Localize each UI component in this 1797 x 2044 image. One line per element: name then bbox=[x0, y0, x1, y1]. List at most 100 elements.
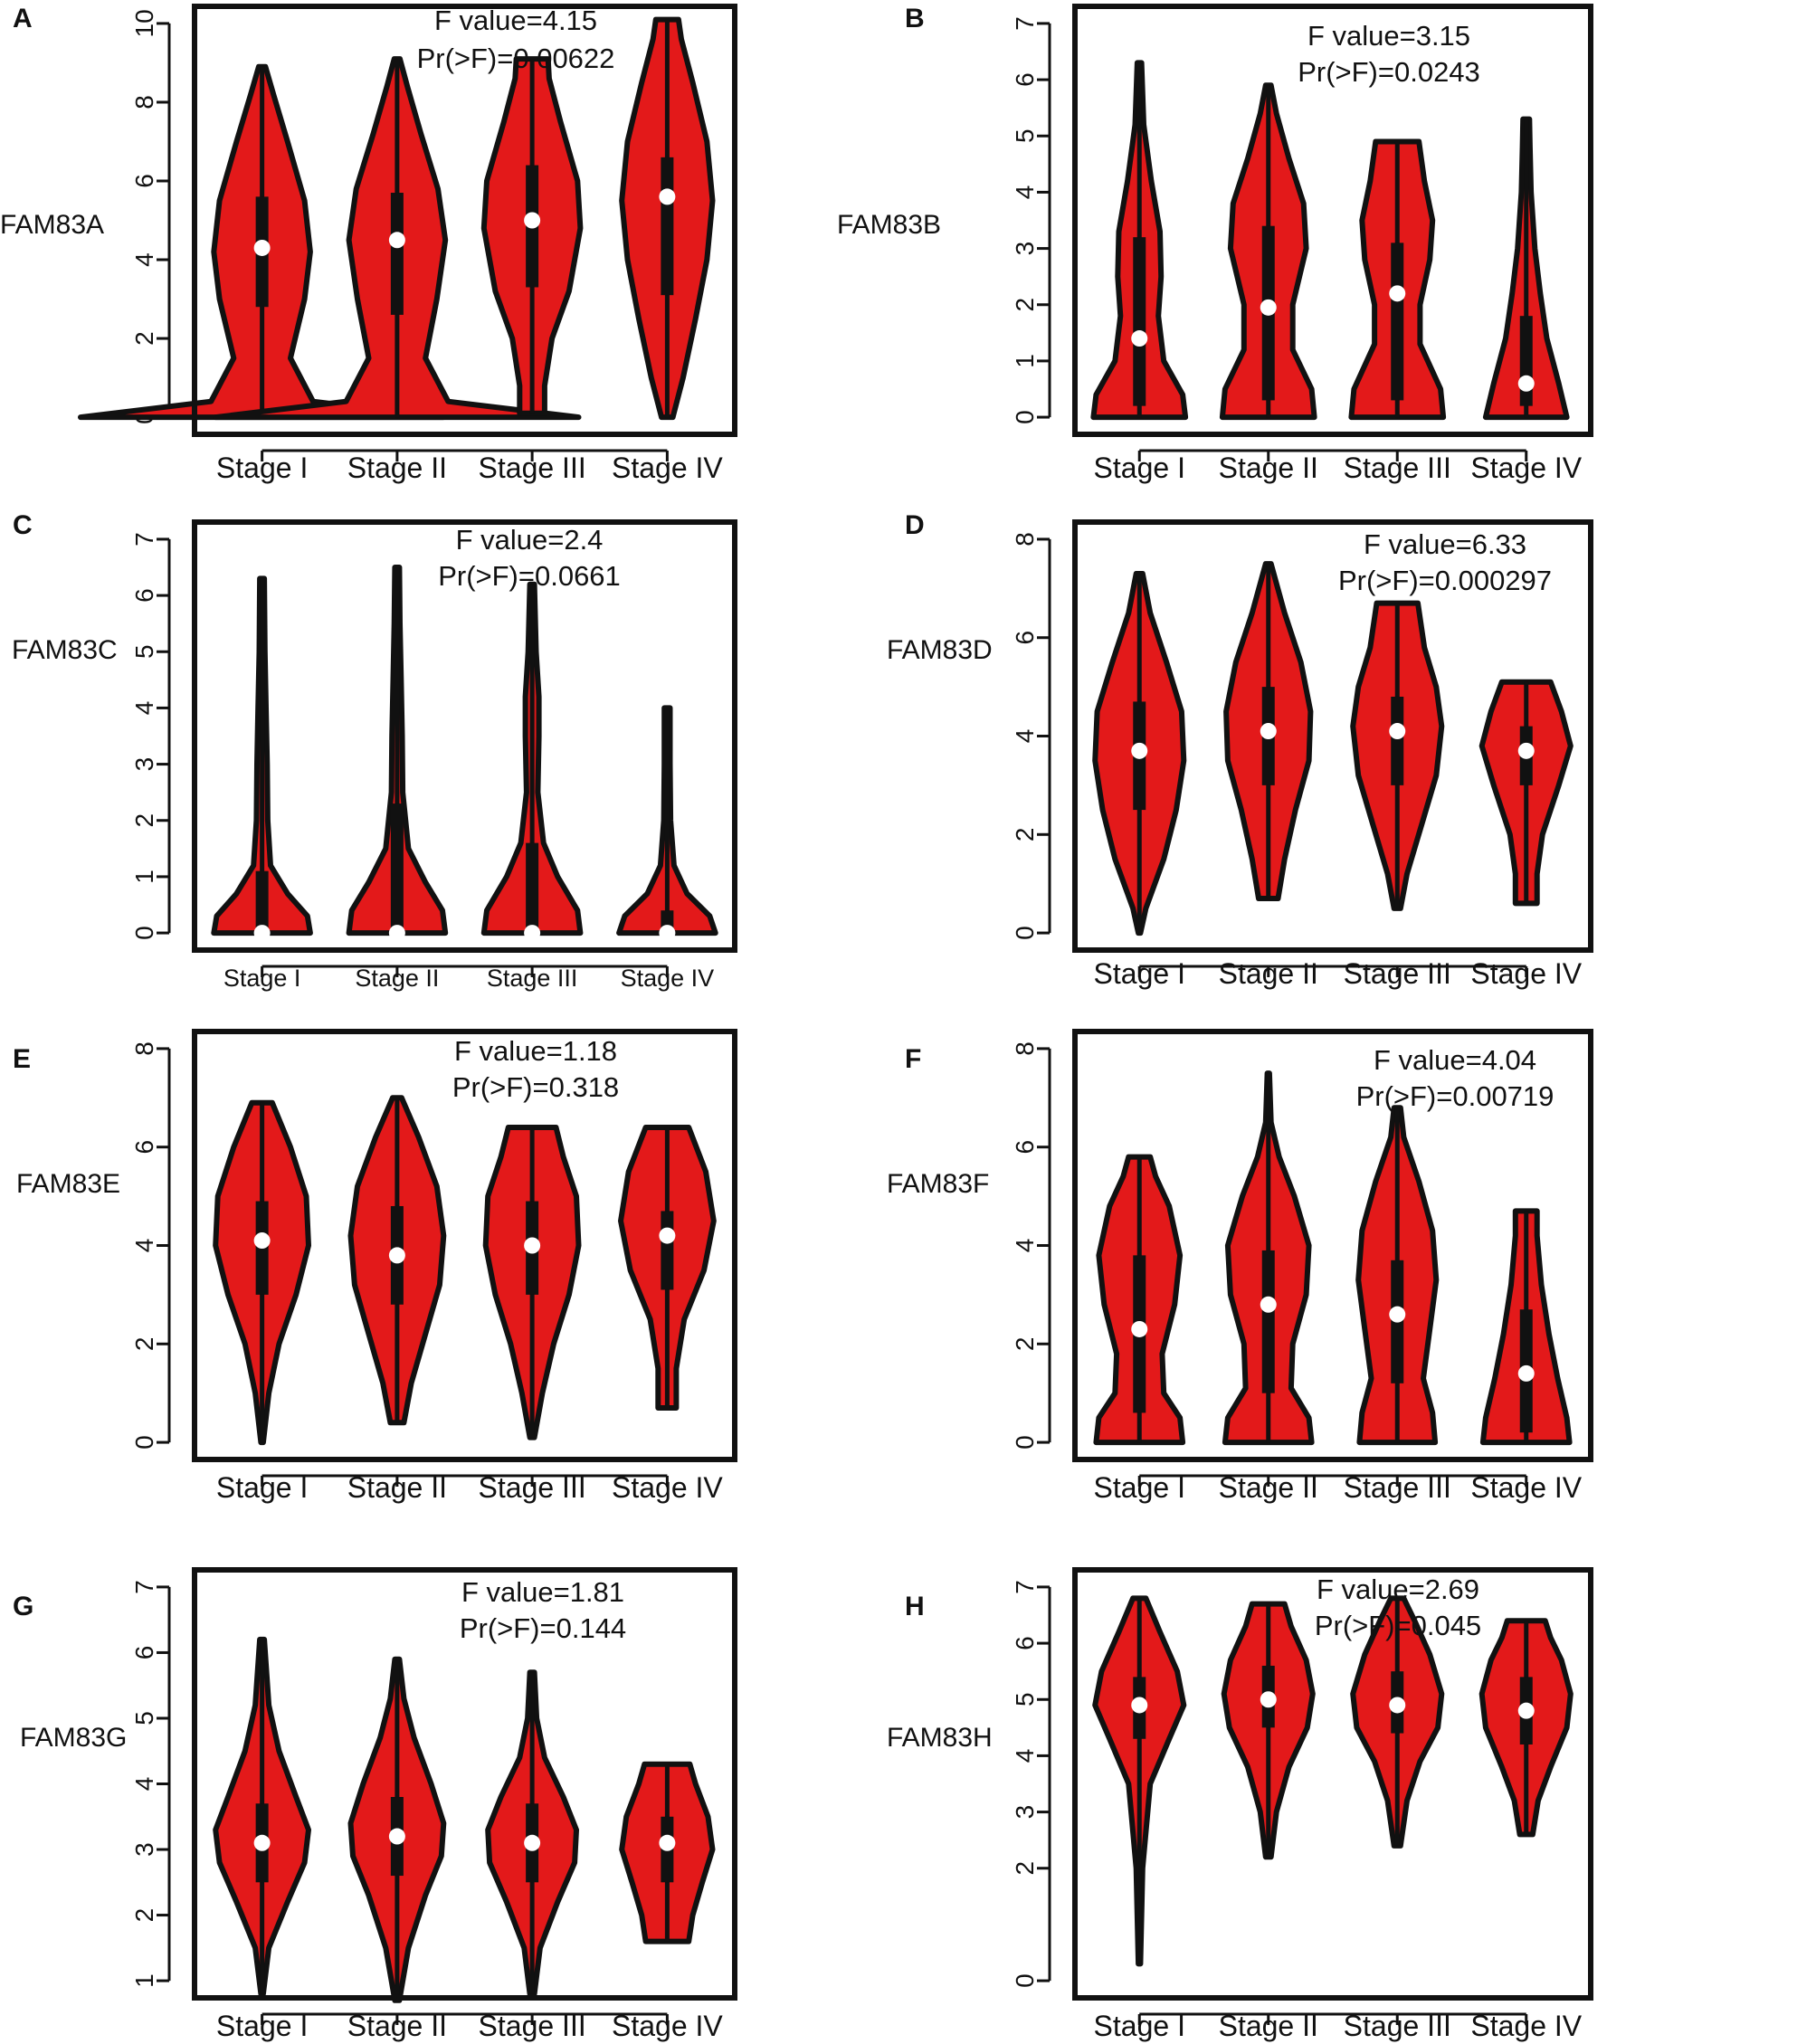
f-value-label: F value=6.33 bbox=[1364, 528, 1526, 560]
y-tick-label: 4 bbox=[1011, 185, 1039, 200]
x-tick-label: Stage I bbox=[1094, 452, 1185, 484]
y-tick-label: 10 bbox=[130, 9, 158, 37]
iqr-box bbox=[1133, 237, 1146, 406]
x-tick-label: Stage I bbox=[1094, 2010, 1185, 2042]
y-tick-label: 6 bbox=[1011, 72, 1039, 87]
x-tick-label: Stage IV bbox=[612, 2010, 723, 2042]
x-tick-label: Stage III bbox=[479, 1471, 586, 1504]
y-tick-label: 1 bbox=[130, 1973, 158, 1988]
median-point bbox=[388, 1247, 405, 1264]
median-point bbox=[524, 925, 541, 942]
panel-letter: G bbox=[13, 1592, 33, 1621]
x-tick-label: Stage III bbox=[1344, 957, 1451, 990]
y-tick-label: 0 bbox=[130, 1435, 158, 1450]
median-point bbox=[1517, 742, 1535, 759]
f-value-label: F value=2.69 bbox=[1317, 1573, 1479, 1605]
f-value-label: F value=1.18 bbox=[454, 1035, 617, 1067]
iqr-box bbox=[661, 157, 674, 296]
y-tick-label: 7 bbox=[1011, 16, 1039, 31]
panel-c: C FAM83C 0 1 2 3 4 5 6 7 Stage I Stage II Stage III S… bbox=[12, 510, 737, 992]
median-point bbox=[524, 1237, 541, 1254]
x-tick-label: Stage III bbox=[479, 452, 586, 484]
x-tick-label: Stage II bbox=[355, 965, 439, 992]
y-tick-label: 5 bbox=[130, 644, 158, 659]
gene-label: FAM83B bbox=[837, 210, 941, 240]
y-tick-label: 6 bbox=[1011, 1140, 1039, 1155]
x-tick-label: Stage III bbox=[479, 2010, 586, 2042]
x-tick-label: Stage IV bbox=[612, 1471, 723, 1504]
iqr-box bbox=[255, 870, 269, 934]
y-tick-label: 7 bbox=[130, 1580, 158, 1594]
y-tick-label: 7 bbox=[1011, 1580, 1039, 1594]
panel-letter: D bbox=[905, 510, 925, 540]
y-tick-label: 5 bbox=[1011, 1692, 1039, 1707]
iqr-box bbox=[1391, 242, 1404, 401]
median-point bbox=[388, 232, 405, 249]
x-tick-label: Stage IV bbox=[1470, 957, 1582, 990]
y-tick-label: 4 bbox=[130, 1239, 158, 1253]
y-tick-label: 0 bbox=[130, 926, 158, 940]
median-point bbox=[253, 925, 271, 942]
median-point bbox=[524, 1834, 541, 1851]
y-tick-label: 6 bbox=[130, 1140, 158, 1155]
p-value-label: Pr(>F)=0.00622 bbox=[417, 43, 615, 74]
iqr-box bbox=[390, 193, 404, 315]
median-point bbox=[1131, 1697, 1148, 1714]
median-point bbox=[1260, 1296, 1277, 1313]
median-point bbox=[1389, 1697, 1406, 1714]
x-tick-label: Stage II bbox=[1219, 452, 1318, 484]
y-tick-label: 1 bbox=[1011, 354, 1039, 368]
panel-e: E FAM83E 0 2 4 6 8 Stage I Stage II Stage III Stag… bbox=[13, 1029, 737, 1504]
iqr-box bbox=[390, 803, 404, 934]
panel-letter: B bbox=[905, 4, 925, 33]
x-tick-label: Stage II bbox=[1219, 957, 1318, 990]
p-value-label: Pr(>F)=0.144 bbox=[460, 1612, 626, 1644]
x-tick-label: Stage I bbox=[223, 965, 301, 992]
x-tick-label: Stage II bbox=[347, 2010, 447, 2042]
y-tick-label: 2 bbox=[1011, 1861, 1039, 1876]
panel-letter: H bbox=[905, 1592, 925, 1621]
median-point bbox=[388, 925, 405, 942]
y-tick-label: 2 bbox=[130, 813, 158, 828]
x-tick-label: Stage I bbox=[216, 1471, 308, 1504]
plot-frame bbox=[192, 4, 737, 437]
y-tick-label: 6 bbox=[130, 588, 158, 603]
y-tick-label: 1 bbox=[130, 870, 158, 884]
y-tick-label: 0 bbox=[1011, 1435, 1039, 1450]
y-tick-label: 5 bbox=[1011, 128, 1039, 143]
f-value-label: F value=1.81 bbox=[461, 1576, 624, 1608]
y-tick-label: 2 bbox=[130, 1908, 158, 1923]
f-value-label: F value=3.15 bbox=[1307, 20, 1470, 52]
gene-label: FAM83E bbox=[16, 1169, 120, 1199]
median-point bbox=[253, 239, 271, 256]
median-point bbox=[1131, 1320, 1148, 1337]
y-tick-label: 0 bbox=[1011, 410, 1039, 424]
y-tick-label: 0 bbox=[1011, 926, 1039, 940]
f-value-label: F value=4.04 bbox=[1374, 1044, 1536, 1076]
median-point bbox=[1517, 375, 1535, 392]
y-tick-label: 8 bbox=[130, 1041, 158, 1056]
panel-letter: E bbox=[13, 1044, 31, 1074]
panel-b: B FAM83B 0 1 2 3 4 5 6 7 Stage I Stage II Stage III S… bbox=[837, 4, 1593, 484]
median-point bbox=[1389, 723, 1406, 740]
gene-label: FAM83D bbox=[887, 635, 993, 665]
median-point bbox=[1131, 330, 1148, 347]
panel-letter: A bbox=[13, 4, 33, 33]
median-point bbox=[1260, 1691, 1277, 1708]
x-tick-label: Stage III bbox=[487, 965, 578, 992]
median-point bbox=[1131, 742, 1148, 759]
y-tick-label: 3 bbox=[1011, 1805, 1039, 1820]
y-tick-label: 3 bbox=[1011, 242, 1039, 256]
plot-frame bbox=[1072, 1567, 1593, 2001]
p-value-label: Pr(>F)=0.000297 bbox=[1338, 565, 1552, 596]
median-point bbox=[1389, 1306, 1406, 1323]
x-tick-label: Stage IV bbox=[612, 452, 723, 484]
y-tick-label: 4 bbox=[130, 252, 158, 267]
gene-label: FAM83C bbox=[12, 635, 118, 665]
p-value-label: Pr(>F)=0.0661 bbox=[438, 560, 621, 592]
p-value-label: Pr(>F)=0.00719 bbox=[1356, 1080, 1555, 1112]
median-point bbox=[388, 1828, 405, 1845]
x-tick-label: Stage IV bbox=[1470, 2010, 1582, 2042]
median-point bbox=[659, 1227, 676, 1244]
